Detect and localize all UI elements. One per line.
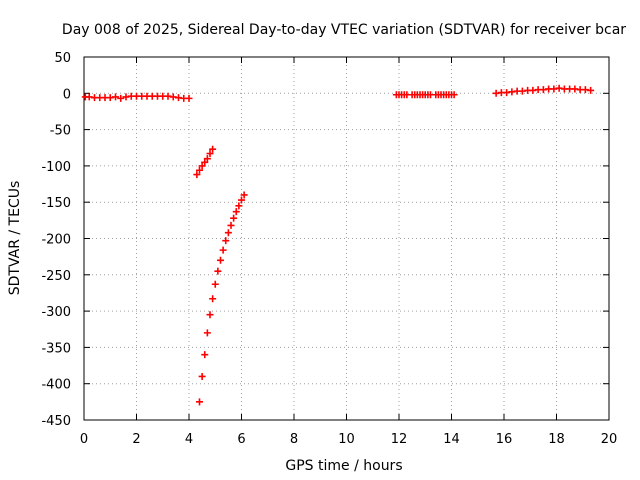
x-axis-label: GPS time / hours (285, 458, 402, 474)
data-point (238, 196, 245, 204)
data-point (209, 295, 217, 303)
x-tick-label: 20 (601, 432, 618, 447)
data-point (198, 162, 206, 170)
data-point (240, 191, 248, 199)
series-segment-4 (392, 91, 458, 99)
data-point (198, 372, 206, 380)
data-point (222, 237, 230, 245)
data-point (203, 155, 211, 163)
x-tick-label: 0 (80, 432, 88, 447)
data-point (232, 208, 240, 216)
series-segment-2 (193, 145, 217, 179)
x-tick-label: 6 (237, 432, 245, 447)
data-point (230, 214, 238, 222)
data-point (214, 267, 222, 275)
series-segment-3 (196, 191, 248, 406)
y-tick-label: -400 (41, 378, 71, 393)
series-segment-1 (81, 92, 193, 102)
data-point (206, 311, 214, 319)
y-tick-labels: 50 0 -50 -100 -150 -200 -250 -300 -350 -400 -450 (41, 51, 71, 429)
data-point (217, 256, 224, 264)
y-tick-label: -200 (41, 233, 71, 248)
x-tick-label: 14 (443, 432, 460, 447)
series-segment-5 (492, 84, 595, 97)
data-point (196, 398, 203, 406)
data-point (219, 246, 227, 254)
data-point (193, 171, 201, 179)
y-tick-label: -50 (50, 124, 71, 139)
data-point (211, 280, 219, 288)
x-tick-label: 16 (496, 432, 513, 447)
y-axis-label: SDTVAR / TECUs (7, 181, 23, 296)
x-tick-label: 10 (338, 432, 355, 447)
data-points (81, 84, 595, 406)
y-tick-label: -350 (41, 341, 71, 356)
data-point (450, 91, 458, 99)
y-tick-label: 0 (63, 87, 71, 102)
x-tick-label: 12 (391, 432, 408, 447)
y-tick-label: -450 (41, 414, 71, 429)
data-point (206, 150, 214, 158)
data-point (587, 86, 595, 94)
y-tick-label: -150 (41, 196, 71, 211)
data-point (201, 158, 209, 166)
data-point (227, 221, 235, 229)
x-tick-label: 18 (548, 432, 565, 447)
data-point (235, 202, 243, 210)
data-point (203, 329, 211, 337)
axis-ticks (83, 56, 610, 421)
data-point (209, 145, 217, 153)
y-tick-label: 50 (54, 51, 71, 66)
x-tick-label: 8 (290, 432, 298, 447)
data-point (117, 94, 125, 102)
x-tick-label: 2 (132, 432, 140, 447)
data-point (201, 351, 209, 359)
data-point (224, 229, 232, 237)
x-tick-label: 4 (185, 432, 193, 447)
y-tick-label: -300 (41, 305, 71, 320)
chart-title: Day 008 of 2025, Sidereal Day-to-day VTE… (62, 22, 626, 38)
grid-lines (84, 57, 609, 420)
y-tick-label: -250 (41, 269, 71, 284)
data-point (112, 93, 119, 101)
x-tick-labels: 0 2 4 6 8 10 12 14 16 18 20 (80, 432, 617, 447)
data-point (196, 166, 203, 174)
y-tick-label: -100 (41, 160, 71, 175)
data-point (185, 94, 193, 102)
